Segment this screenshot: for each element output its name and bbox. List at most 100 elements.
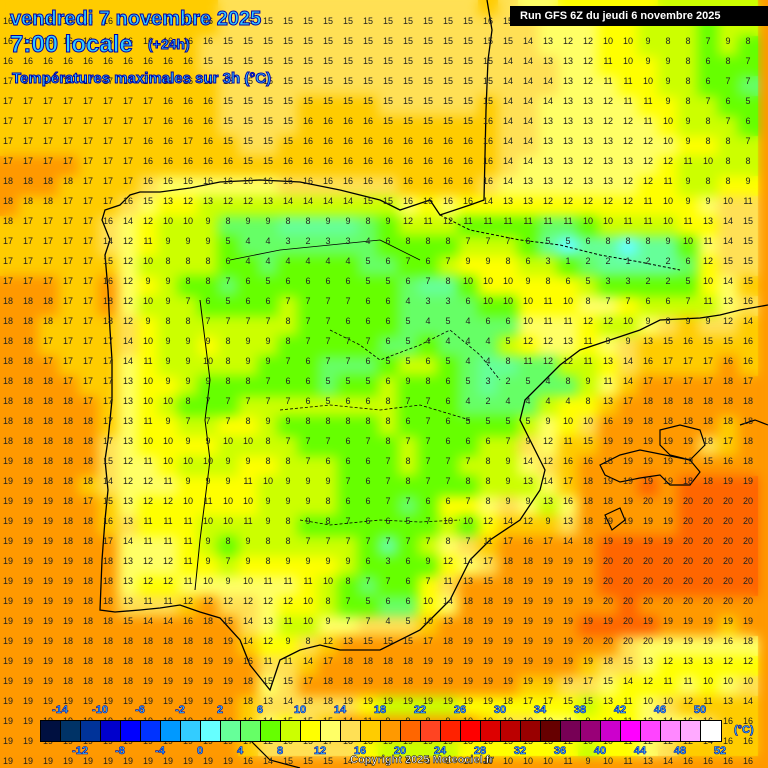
grid-temperature-value: 13 xyxy=(602,136,613,146)
grid-temperature-value: 10 xyxy=(602,756,613,766)
grid-temperature-value: 3 xyxy=(325,236,331,246)
grid-temperature-value: 10 xyxy=(622,56,633,66)
parameter-title: Températures maximales sur 3h (°C) xyxy=(11,70,272,88)
grid-temperature-value: 12 xyxy=(142,216,153,226)
grid-temperature-value: 12 xyxy=(542,356,553,366)
grid-temperature-value: 11 xyxy=(703,296,713,306)
grid-temperature-value: 13 xyxy=(262,696,273,706)
grid-temperature-value: 2 xyxy=(645,256,651,266)
grid-temperature-value: 15 xyxy=(242,116,253,126)
grid-temperature-value: 7 xyxy=(365,576,371,586)
grid-temperature-value: 7 xyxy=(425,456,431,466)
grid-temperature-value: 3 xyxy=(425,296,431,306)
grid-temperature-value: 13 xyxy=(562,336,573,346)
grid-temperature-value: 15 xyxy=(282,116,293,126)
color-scale-swatch xyxy=(501,721,521,741)
grid-temperature-value: 19 xyxy=(22,716,33,726)
grid-temperature-value: 9 xyxy=(185,376,191,386)
grid-temperature-value: 16 xyxy=(342,156,353,166)
grid-temperature-value: 20 xyxy=(622,636,633,646)
grid-temperature-value: 3 xyxy=(485,376,491,386)
grid-temperature-value: 18 xyxy=(722,376,733,386)
grid-temperature-value: 11 xyxy=(143,356,153,366)
grid-temperature-value: 20 xyxy=(742,516,753,526)
grid-temperature-value: 16 xyxy=(742,716,753,726)
grid-temperature-value: 4 xyxy=(365,236,371,246)
grid-temperature-value: 7 xyxy=(505,236,511,246)
grid-temperature-value: 18 xyxy=(402,676,413,686)
grid-temperature-value: 3 xyxy=(445,296,451,306)
grid-temperature-value: 12 xyxy=(622,136,633,146)
grid-temperature-value: 15 xyxy=(442,56,453,66)
grid-temperature-value: 8 xyxy=(405,236,411,246)
grid-temperature-value: 13 xyxy=(122,396,133,406)
grid-temperature-value: 6 xyxy=(465,296,471,306)
scale-tick-label: 20 xyxy=(393,745,407,758)
grid-temperature-value: 10 xyxy=(502,756,513,766)
grid-temperature-value: 9 xyxy=(245,336,251,346)
grid-temperature-value: 10 xyxy=(302,616,313,626)
grid-temperature-value: 12 xyxy=(142,556,153,566)
grid-temperature-value: 7 xyxy=(305,436,311,446)
grid-temperature-value: 20 xyxy=(642,636,653,646)
grid-temperature-value: 18 xyxy=(22,336,33,346)
grid-temperature-value: 19 xyxy=(642,536,653,546)
grid-temperature-value: 14 xyxy=(122,536,133,546)
grid-temperature-value: 15 xyxy=(402,76,413,86)
grid-temperature-value: 18 xyxy=(382,676,393,686)
grid-temperature-value: 14 xyxy=(282,696,293,706)
grid-temperature-value: 8 xyxy=(725,176,731,186)
grid-temperature-value: 17 xyxy=(702,376,713,386)
grid-temperature-value: 10 xyxy=(142,336,153,346)
grid-temperature-value: 12 xyxy=(222,596,233,606)
grid-temperature-value: 19 xyxy=(62,616,73,626)
color-scale-swatch xyxy=(641,721,661,741)
grid-temperature-value: 13 xyxy=(122,436,133,446)
scale-tick-label: 24 xyxy=(433,745,447,758)
grid-temperature-value: 20 xyxy=(682,516,693,526)
grid-temperature-value: 15 xyxy=(322,76,333,86)
grid-temperature-value: 9 xyxy=(165,376,171,386)
grid-temperature-value: 19 xyxy=(622,436,633,446)
grid-temperature-value: 19 xyxy=(22,516,33,526)
scale-tick-label: -14 xyxy=(52,704,69,717)
scale-tick-label: 18 xyxy=(373,704,387,717)
grid-temperature-value: 15 xyxy=(402,16,413,26)
grid-temperature-value: 16 xyxy=(262,176,273,186)
grid-temperature-value: 11 xyxy=(163,596,173,606)
grid-temperature-value: 10 xyxy=(722,676,733,686)
grid-temperature-value: 18 xyxy=(2,196,13,206)
grid-temperature-value: 9 xyxy=(545,516,551,526)
grid-temperature-value: 16 xyxy=(162,96,173,106)
grid-temperature-value: 14 xyxy=(342,196,353,206)
scale-tick-label: 48 xyxy=(673,745,687,758)
grid-temperature-value: 19 xyxy=(662,456,673,466)
grid-temperature-value: 18 xyxy=(182,656,193,666)
grid-temperature-value: 18 xyxy=(82,636,93,646)
grid-temperature-value: 17 xyxy=(542,536,553,546)
grid-temperature-value: 13 xyxy=(562,56,573,66)
grid-temperature-value: 7 xyxy=(345,596,351,606)
grid-temperature-value: 8 xyxy=(685,96,691,106)
grid-temperature-value: 17 xyxy=(2,236,13,246)
grid-temperature-value: 17 xyxy=(182,136,193,146)
grid-temperature-value: 20 xyxy=(682,556,693,566)
grid-temperature-value: 18 xyxy=(22,456,33,466)
grid-temperature-value: 17 xyxy=(42,156,53,166)
grid-temperature-value: 11 xyxy=(583,336,593,346)
grid-temperature-value: 17 xyxy=(722,436,733,446)
grid-temperature-value: 17 xyxy=(42,136,53,146)
grid-temperature-value: 10 xyxy=(622,36,633,46)
grid-temperature-value: 13 xyxy=(562,136,573,146)
grid-temperature-value: 15 xyxy=(262,56,273,66)
grid-temperature-value: 8 xyxy=(385,436,391,446)
grid-temperature-value: 13 xyxy=(702,656,713,666)
grid-temperature-value: 9 xyxy=(645,56,651,66)
grid-temperature-value: 16 xyxy=(282,156,293,166)
grid-temperature-value: 17 xyxy=(82,156,93,166)
copyright: Copyright 2025 Meteociel.fr xyxy=(350,754,494,767)
grid-temperature-value: 17 xyxy=(62,116,73,126)
grid-temperature-value: 5 xyxy=(325,376,331,386)
grid-temperature-value: 16 xyxy=(182,156,193,166)
grid-temperature-value: 9 xyxy=(585,376,591,386)
